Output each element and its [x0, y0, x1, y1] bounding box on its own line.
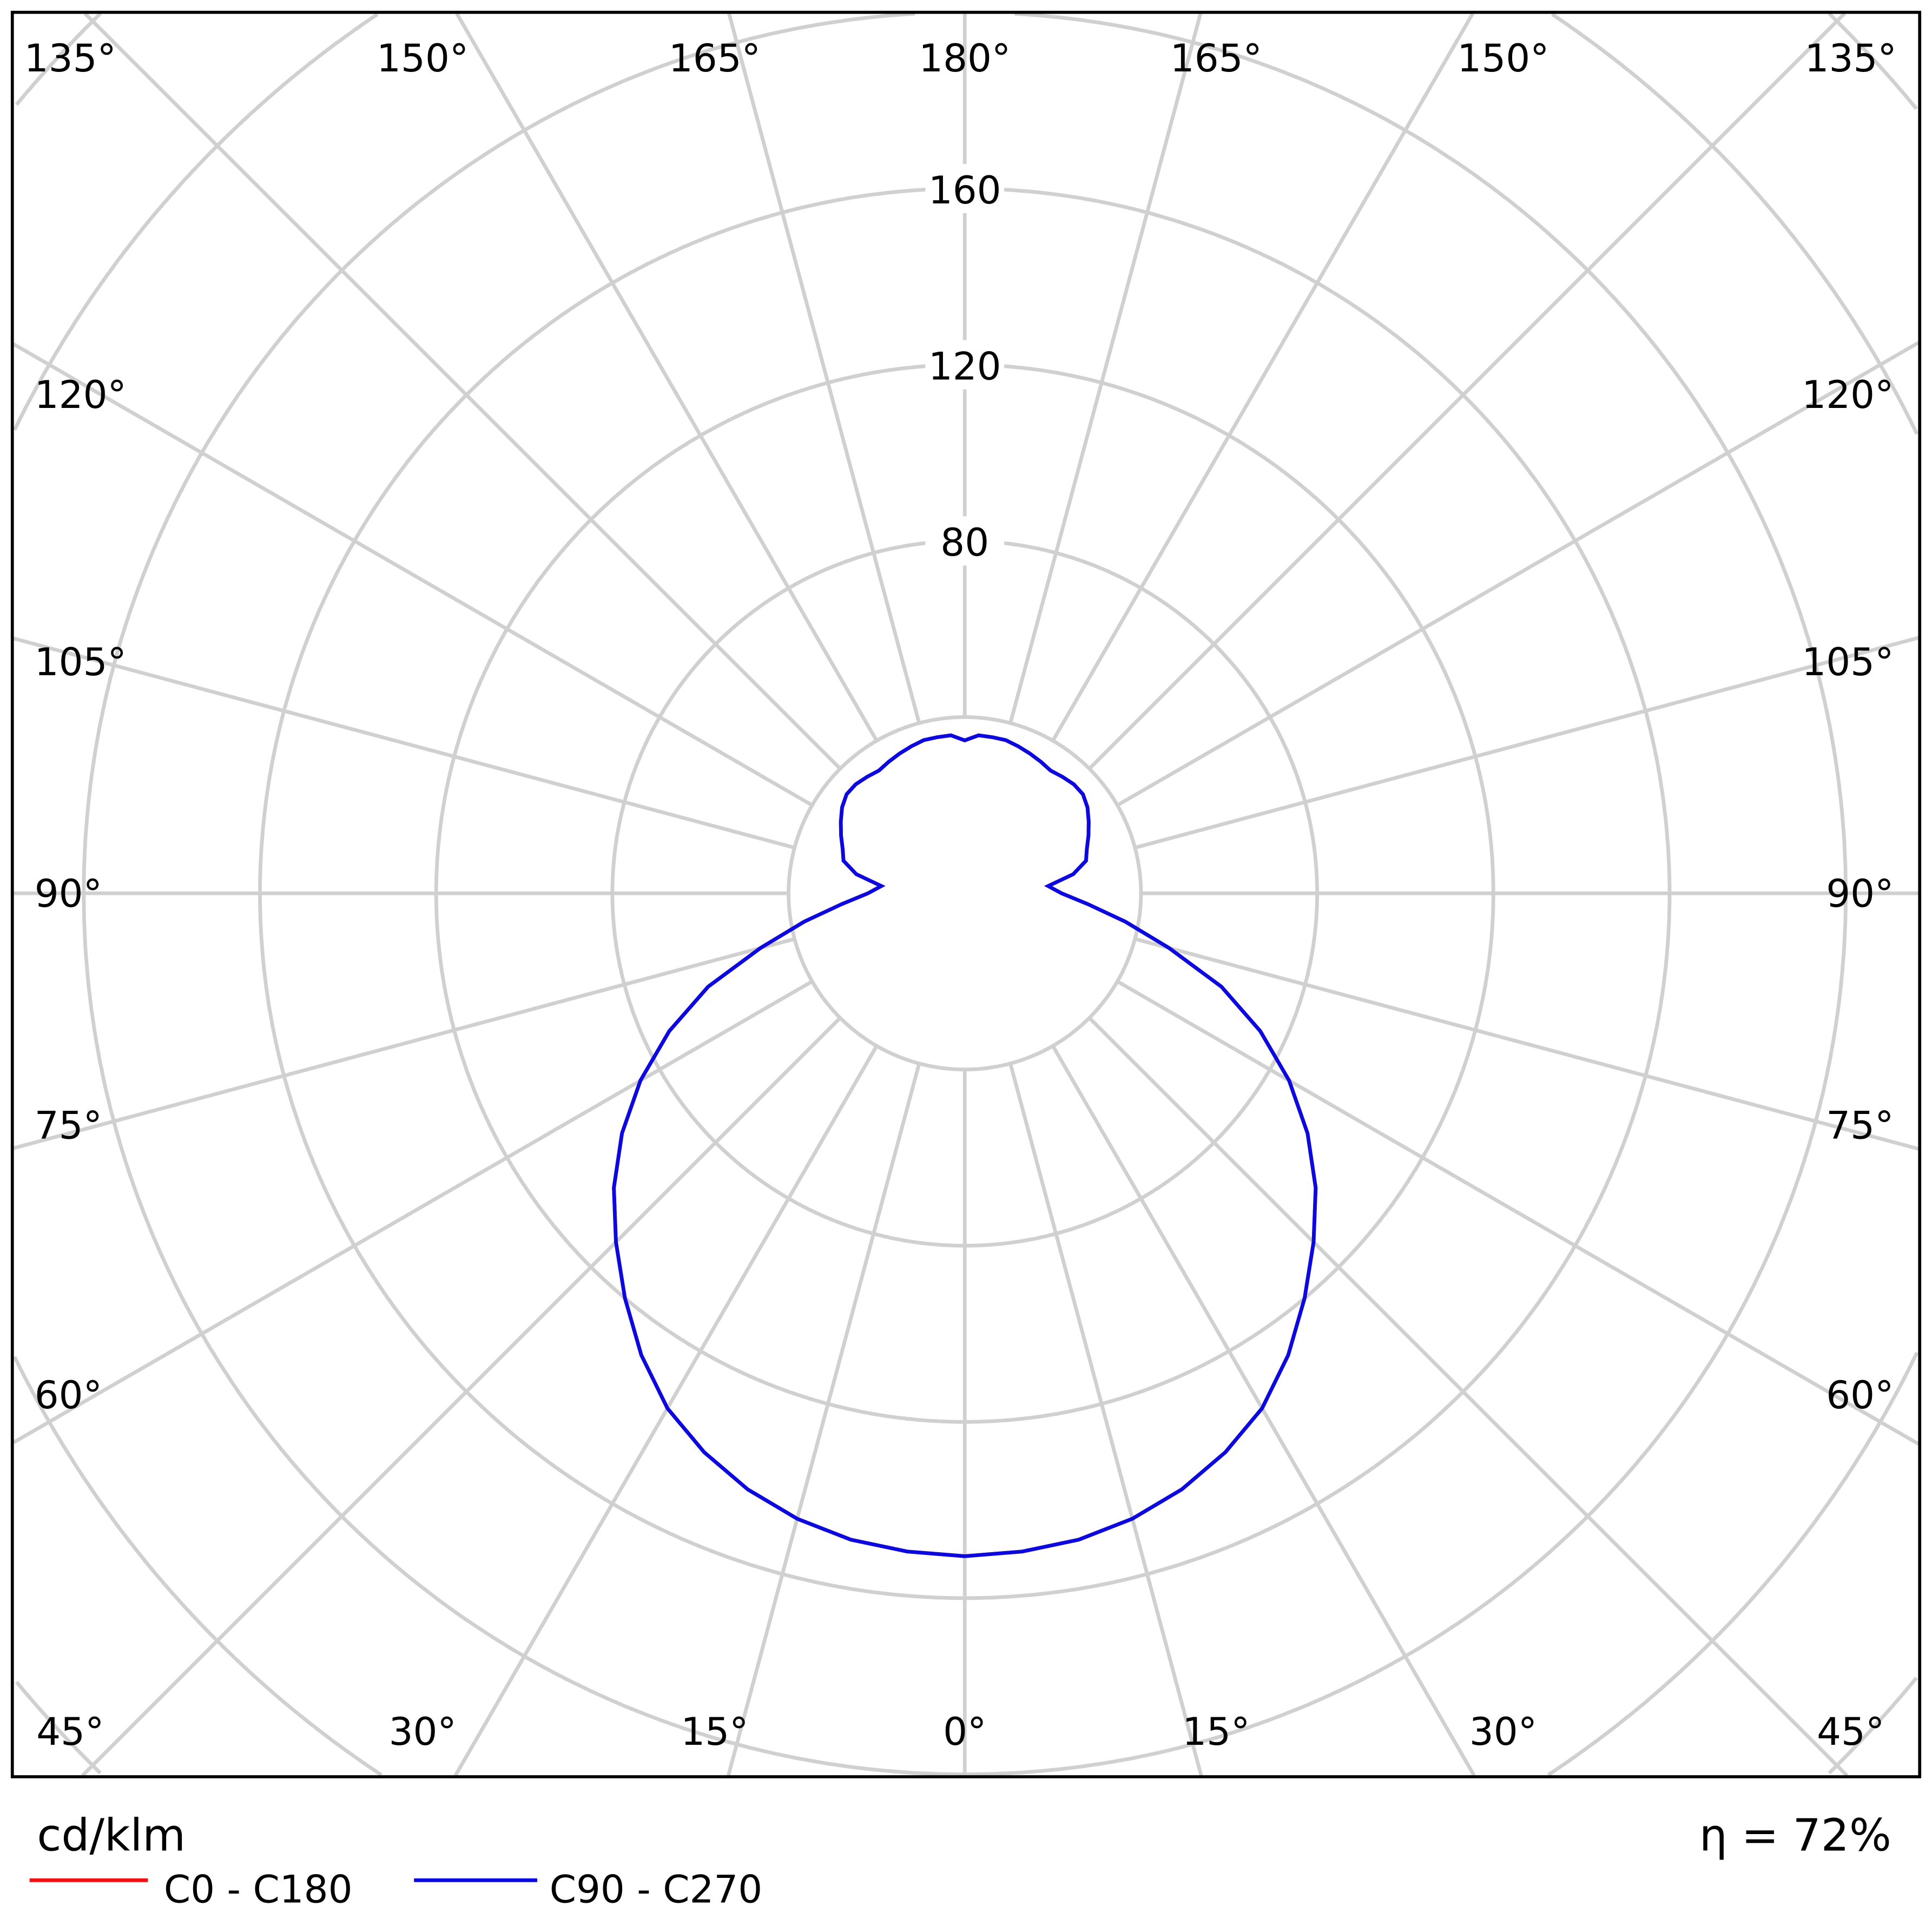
angle-label: 165° [1170, 36, 1262, 81]
curves [612, 733, 1318, 1558]
polar-grid [12, 11, 1920, 1777]
radial-label-bg [925, 163, 1005, 213]
grid-spoke [13, 937, 795, 1150]
angle-label: 150° [377, 36, 469, 81]
angle-label: 120° [1802, 372, 1894, 417]
grid-spoke [81, 1017, 842, 1777]
grid-spoke [726, 1063, 921, 1776]
angle-label: 45° [1817, 1709, 1884, 1754]
grid-spoke [1134, 636, 1919, 850]
angle-label: 75° [1826, 1103, 1894, 1148]
radial-label-bg [925, 340, 1005, 390]
angle-label: 45° [36, 1709, 104, 1754]
radial-tick-label: 120 [928, 344, 1001, 388]
angle-label: 0° [943, 1709, 986, 1754]
angle-label: 180° [919, 36, 1011, 81]
grid-spoke [83, 12, 842, 770]
grid-spoke [1116, 341, 1920, 807]
angle-label: 30° [1469, 1709, 1537, 1754]
grid-spoke [455, 12, 879, 742]
grid-spoke [1088, 1017, 1849, 1777]
angle-label: 120° [35, 372, 127, 417]
grid-ring [82, 11, 1848, 1776]
unit-label: cd/klm [37, 1810, 186, 1862]
grid-ring [12, 12, 1919, 1777]
grid-ring [787, 715, 1143, 1072]
efficiency-label: η = 72% [1699, 1810, 1891, 1862]
radial-tick-label: 160 [928, 168, 1001, 213]
plot-frame [10, 10, 1922, 1778]
grid-spoke [1116, 980, 1920, 1446]
grid-spoke [1051, 12, 1474, 742]
grid-spoke [12, 980, 813, 1445]
curve-c90-c270 [612, 733, 1318, 1558]
angle-label: 60° [1826, 1373, 1894, 1417]
angle-label: 15° [1182, 1709, 1250, 1754]
angle-label: 135° [24, 36, 116, 81]
grid-spoke [1134, 937, 1919, 1151]
angle-label: 30° [389, 1709, 457, 1754]
angle-label: 90° [35, 871, 102, 916]
grid-spoke [1088, 12, 1846, 770]
grid-spoke [453, 1045, 879, 1777]
grid-spoke [12, 342, 813, 807]
grid-ring [15, 12, 1918, 1775]
legend-label-c90: C90 - C270 [550, 1867, 763, 1911]
grid-spoke [1008, 1063, 1203, 1776]
legend: C0 - C180 C90 - C270 [29, 1867, 763, 1911]
legend-label-c0: C0 - C180 [164, 1867, 353, 1911]
angle-label: 105° [35, 639, 127, 684]
angle-label: 165° [669, 36, 761, 81]
angle-label: 75° [35, 1103, 102, 1148]
grid-spoke [1051, 1045, 1476, 1777]
angle-label: 150° [1457, 36, 1549, 81]
grid-spoke [1008, 13, 1203, 724]
grid-spoke [13, 636, 795, 850]
angle-labels: 135° 150° 165° 180° 165° 150° 135° 45° 30° 15° 0° 1… [24, 36, 1897, 1754]
angle-label: 60° [35, 1373, 102, 1417]
angle-label: 90° [1826, 871, 1894, 916]
radial-tick-label: 80 [940, 520, 989, 565]
radial-tick-labels: 80 120 160 [925, 163, 1005, 566]
angle-label: 105° [1802, 639, 1894, 684]
angle-label: 15° [681, 1709, 748, 1754]
radial-label-bg [925, 516, 1005, 566]
grid-spoke [727, 13, 921, 724]
angle-label: 135° [1805, 36, 1897, 81]
